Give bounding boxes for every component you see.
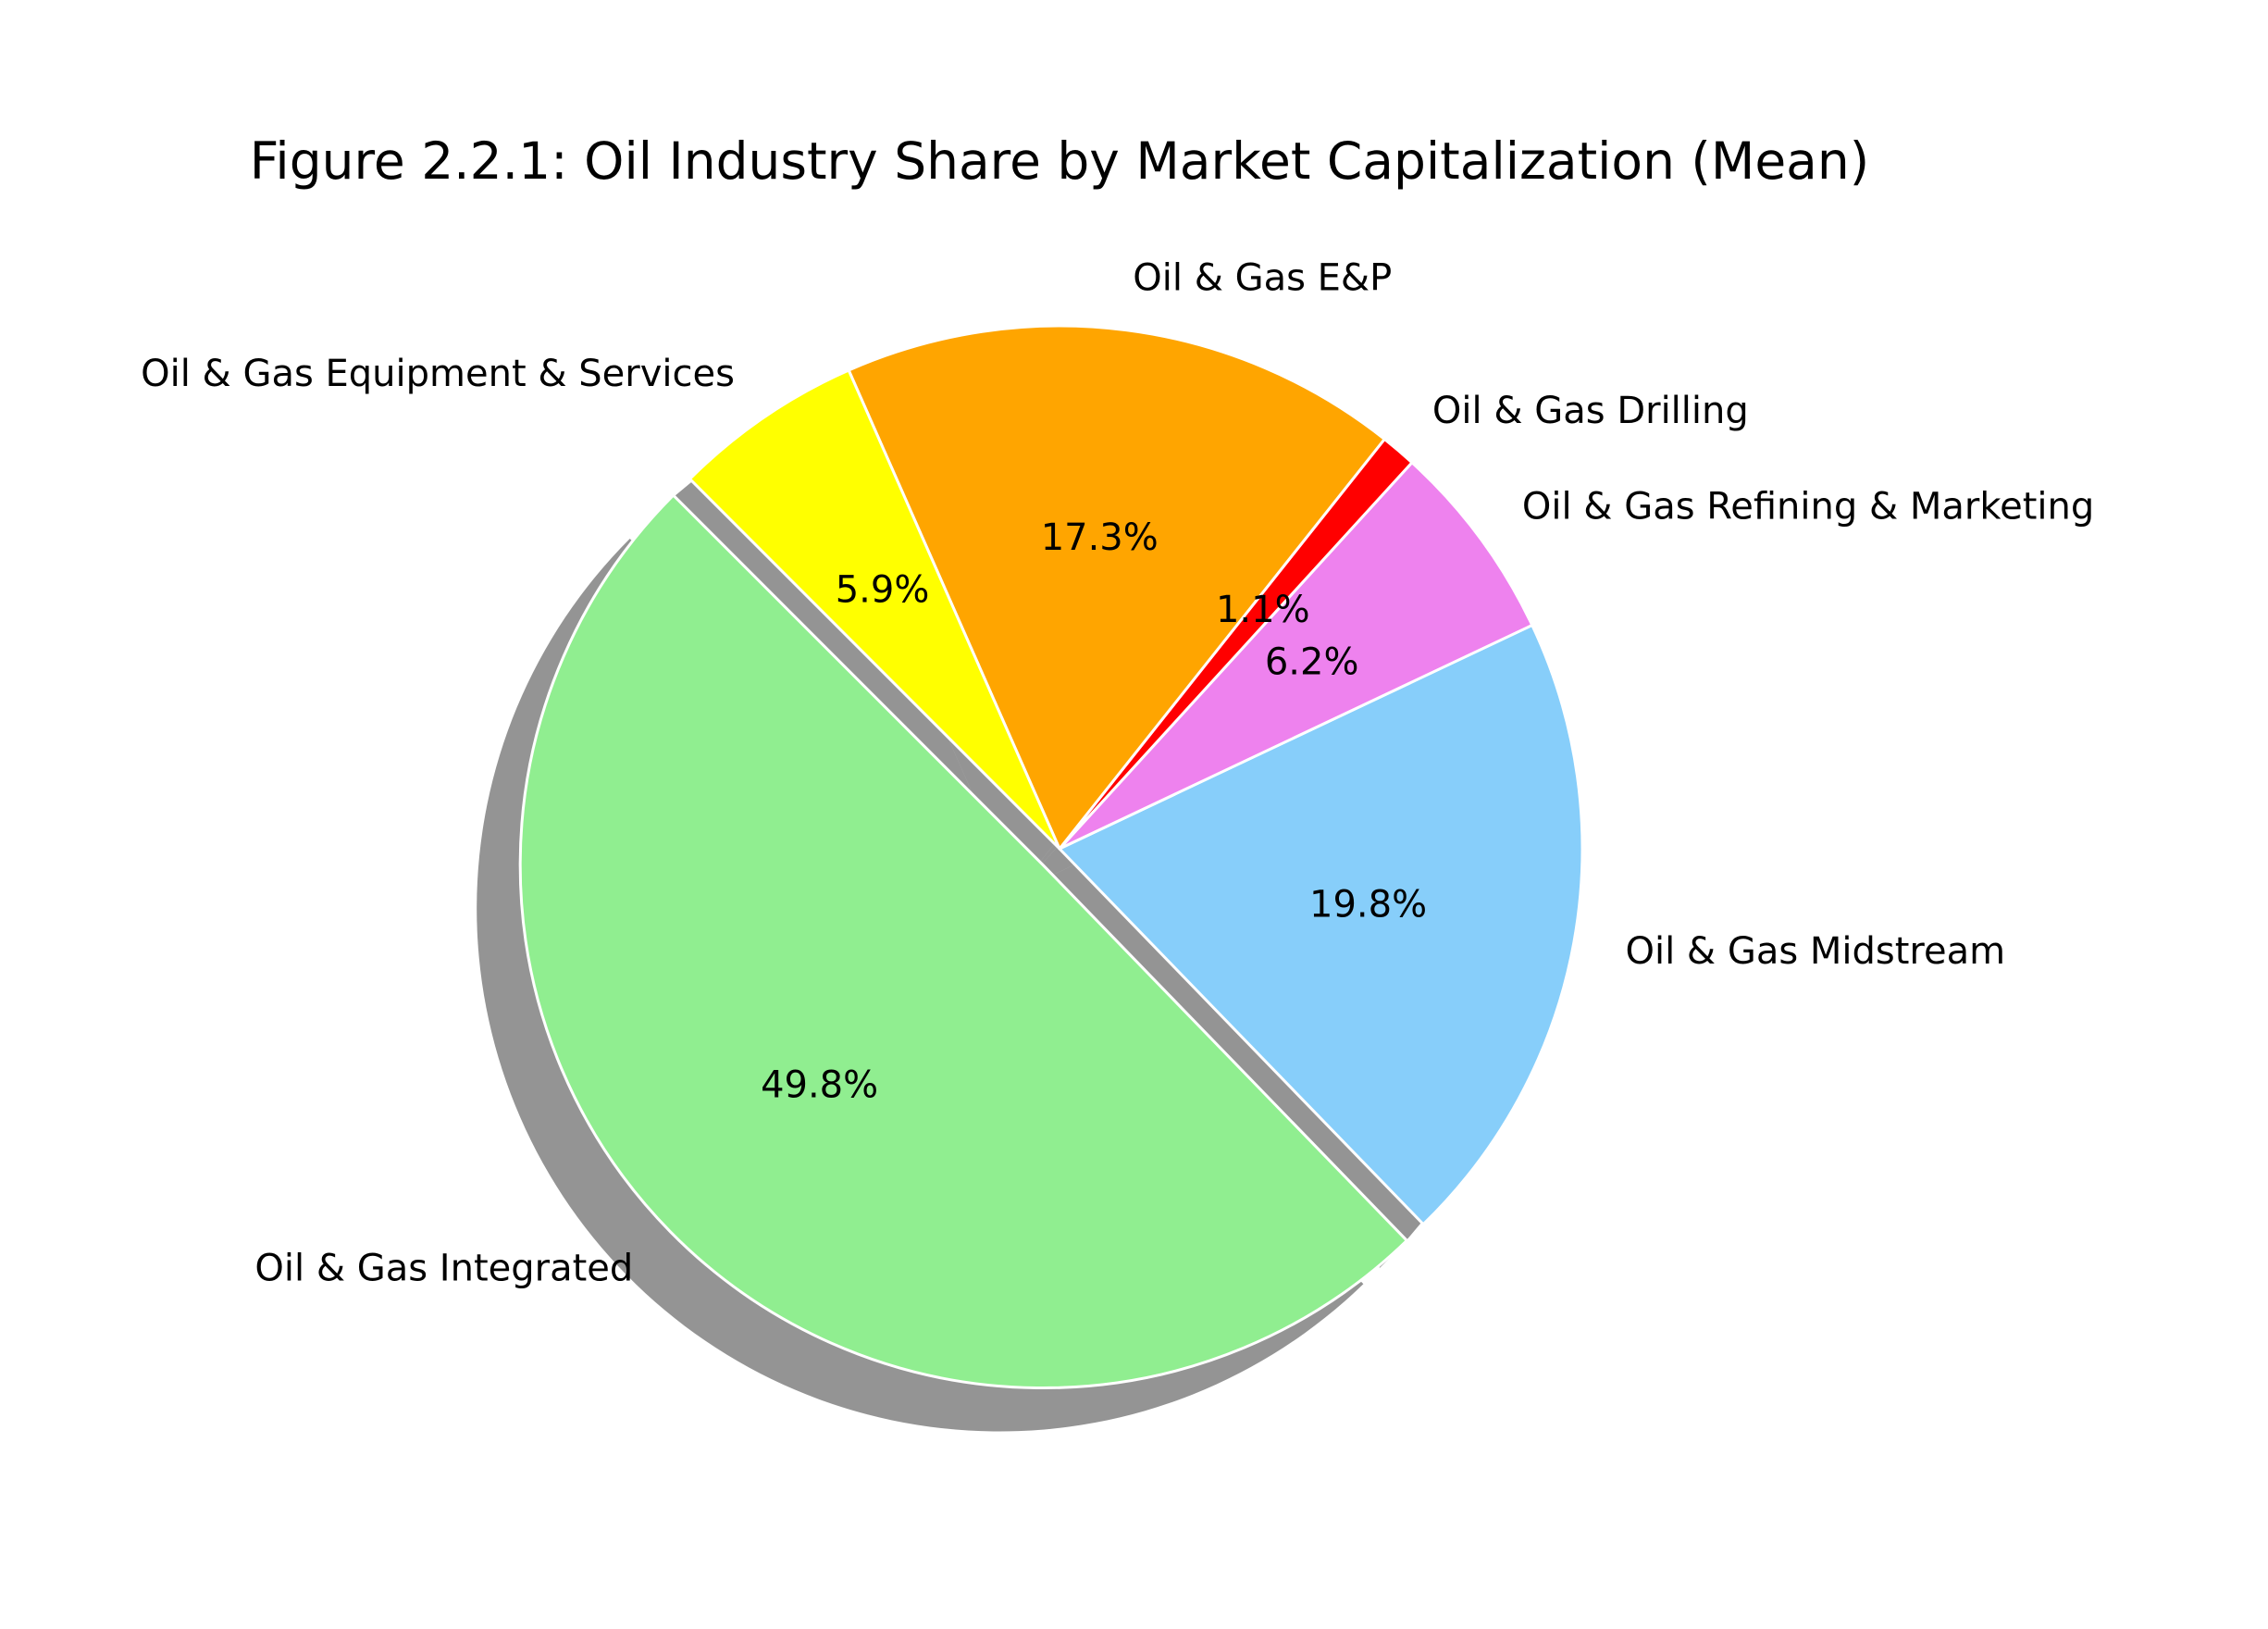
pie-label-layer: Oil & Gas Integrated 49.8% Oil & Gas Midst… — [141, 257, 2094, 1290]
slice-percent-oil-and-gas-midstream: 19.8% — [1309, 884, 1427, 926]
chart-title: Figure 2.2.1: Oil Industry Share by Mark… — [250, 131, 1869, 191]
slice-label-oil-and-gas-equipment-and-services: Oil & Gas Equipment & Services — [141, 353, 735, 395]
pie-slice-oil-and-gas-eandp — [847, 324, 1386, 851]
slice-percent-oil-and-gas-eandp: 17.3% — [1041, 516, 1159, 559]
pie-slice-oil-and-gas-midstream — [1058, 623, 1584, 1226]
pie-slice-layer — [518, 324, 1584, 1389]
slice-label-oil-and-gas-midstream: Oil & Gas Midstream — [1625, 930, 2005, 973]
slice-percent-oil-and-gas-equipment-and-services: 5.9% — [836, 568, 930, 611]
slice-label-oil-and-gas-integrated: Oil & Gas Integrated — [254, 1248, 633, 1290]
slice-label-oil-and-gas-refining-and-marketing: Oil & Gas Refining & Marketing — [1522, 486, 2094, 528]
slice-label-oil-and-gas-eandp: Oil & Gas E&P — [1133, 257, 1392, 300]
slice-percent-oil-and-gas-integrated: 49.8% — [761, 1063, 878, 1106]
pie-slice-oil-and-gas-equipment-and-services — [688, 368, 1061, 851]
slice-label-oil-and-gas-drilling: Oil & Gas Drilling — [1432, 390, 1749, 432]
slice-percent-oil-and-gas-refining-and-marketing: 6.2% — [1265, 641, 1359, 684]
pie-slice-oil-and-gas-refining-and-marketing — [1058, 461, 1534, 851]
pie-slice-oil-and-gas-integrated — [518, 493, 1408, 1389]
slice-percent-oil-and-gas-drilling: 1.1% — [1216, 589, 1310, 631]
